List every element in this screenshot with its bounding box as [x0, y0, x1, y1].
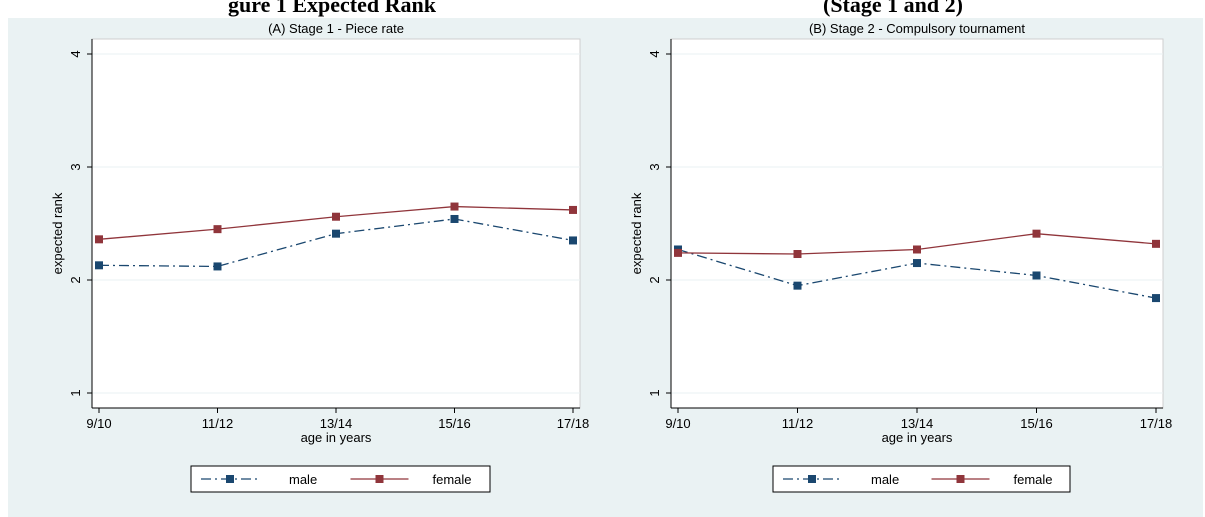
data-point-male — [1152, 294, 1160, 303]
legend: male female — [772, 465, 1071, 493]
figure-caption: gure 1 Expected Rank (Stage 1 and 2) — [0, 0, 1205, 26]
data-point-female — [569, 205, 577, 214]
y-tick-label: 3 — [68, 163, 83, 170]
legend-marker-female — [375, 475, 384, 483]
y-tick-label: 4 — [647, 50, 662, 57]
legend-marker-male — [808, 475, 816, 483]
x-tick-label: 17/18 — [557, 416, 590, 431]
y-axis-title: expected rank — [629, 192, 644, 274]
x-tick-label: 13/14 — [320, 416, 353, 431]
data-point-female — [674, 248, 682, 257]
legend-label-male: male — [289, 472, 317, 487]
legend-marker-male — [226, 475, 234, 483]
caption-text-right: (Stage 1 and 2) — [823, 0, 963, 17]
data-point-male — [95, 261, 103, 270]
chart-title: (B) Stage 2 - Compulsory tournament — [809, 21, 1025, 36]
data-point-male — [450, 214, 459, 223]
y-tick-label: 4 — [68, 50, 83, 57]
chart-figure: (A) Stage 1 - Piece rate 1 2 3 4 expected ran… — [50, 21, 1173, 493]
y-axis-title: expected rank — [50, 192, 65, 274]
y-tick-label: 2 — [68, 276, 83, 283]
x-axis-title: age in years — [882, 430, 953, 445]
chart-title: (A) Stage 1 - Piece rate — [268, 21, 404, 36]
chart-panel-b: (B) Stage 2 - Compulsory tournament 1 2 3 4 e… — [629, 21, 1173, 493]
data-point-male — [213, 262, 222, 271]
caption-text-left: gure 1 Expected Rank — [228, 0, 436, 17]
x-tick-label: 15/16 — [1020, 416, 1053, 431]
x-axis-title: age in years — [301, 430, 372, 445]
y-tick-label: 2 — [647, 276, 662, 283]
x-tick-label: 15/16 — [438, 416, 471, 431]
legend-label-female: female — [1014, 472, 1053, 487]
chart-panel-a: (A) Stage 1 - Piece rate 1 2 3 4 expected ran… — [50, 21, 590, 493]
data-point-female — [332, 212, 340, 221]
data-point-female — [450, 202, 459, 211]
data-point-female — [913, 245, 921, 254]
data-point-male — [332, 229, 340, 238]
x-tick-label: 11/12 — [202, 416, 234, 431]
figure-area: (A) Stage 1 - Piece rate 1 2 3 4 expected ran… — [8, 18, 1203, 517]
data-point-female — [1032, 229, 1041, 238]
data-point-female — [213, 225, 222, 234]
y-tick-label: 1 — [68, 389, 83, 396]
x-tick-label: 13/14 — [901, 416, 934, 431]
data-point-female — [793, 250, 802, 259]
legend-label-female: female — [433, 472, 472, 487]
data-point-male — [793, 281, 802, 290]
legend-box — [190, 465, 491, 493]
x-tick-label: 9/10 — [665, 416, 690, 431]
data-point-male — [569, 236, 577, 245]
plot-region — [91, 38, 581, 409]
legend-marker-female — [956, 475, 965, 483]
data-point-male — [1032, 271, 1041, 280]
data-point-female — [1152, 239, 1160, 248]
plot-region — [670, 38, 1164, 409]
legend: male female — [190, 465, 491, 493]
data-point-female — [95, 235, 103, 244]
y-tick-label: 1 — [647, 389, 662, 396]
x-tick-label: 17/18 — [1140, 416, 1173, 431]
legend-box — [772, 465, 1071, 493]
data-point-male — [913, 259, 921, 268]
x-tick-label: 9/10 — [86, 416, 111, 431]
legend-label-male: male — [871, 472, 899, 487]
x-tick-label: 11/12 — [782, 416, 814, 431]
y-tick-label: 3 — [647, 163, 662, 170]
